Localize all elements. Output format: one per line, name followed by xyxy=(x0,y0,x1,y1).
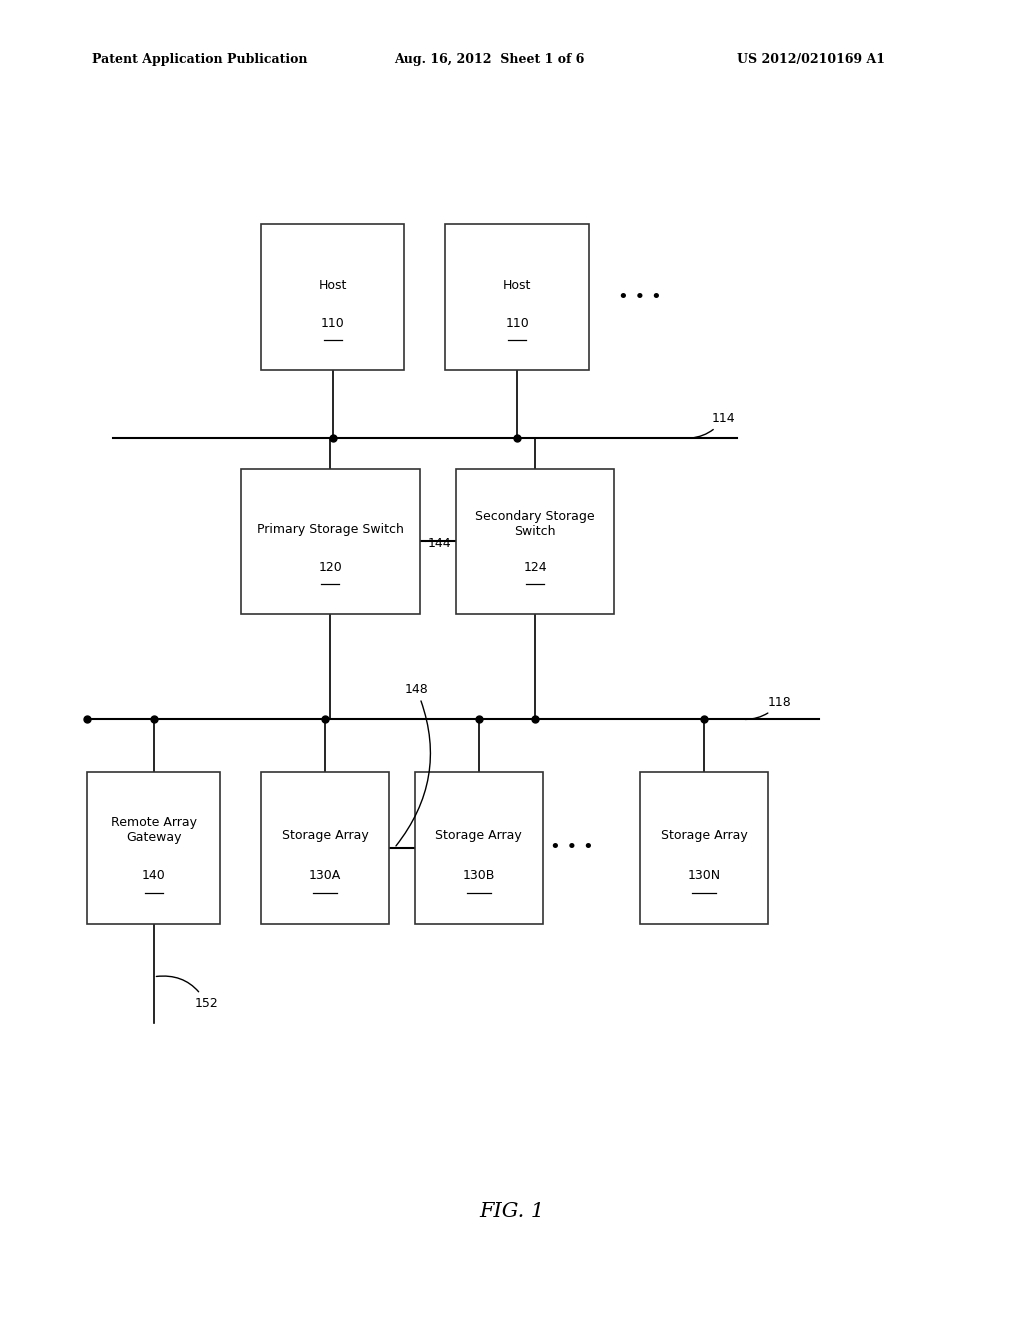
Text: Aug. 16, 2012  Sheet 1 of 6: Aug. 16, 2012 Sheet 1 of 6 xyxy=(394,53,585,66)
Text: 140: 140 xyxy=(141,869,166,882)
Text: • • •: • • • xyxy=(618,288,662,306)
Text: 130N: 130N xyxy=(687,869,721,882)
Text: Storage Array: Storage Array xyxy=(435,829,522,842)
Text: Storage Array: Storage Array xyxy=(660,829,748,842)
Bar xyxy=(87,772,220,924)
Text: 110: 110 xyxy=(321,317,345,330)
Text: Storage Array: Storage Array xyxy=(282,829,369,842)
Text: 152: 152 xyxy=(157,975,218,1010)
Bar xyxy=(456,469,614,614)
Text: 130B: 130B xyxy=(463,869,495,882)
Text: Host: Host xyxy=(318,279,347,292)
Text: 148: 148 xyxy=(396,682,430,846)
Text: Remote Array
Gateway: Remote Array Gateway xyxy=(111,816,197,843)
Text: 120: 120 xyxy=(318,561,342,574)
Text: Patent Application Publication: Patent Application Publication xyxy=(92,53,307,66)
Bar xyxy=(241,469,420,614)
Bar xyxy=(445,224,589,370)
Bar xyxy=(261,224,404,370)
Text: Host: Host xyxy=(503,279,531,292)
Text: FIG. 1: FIG. 1 xyxy=(479,1203,545,1221)
Text: US 2012/0210169 A1: US 2012/0210169 A1 xyxy=(737,53,886,66)
Text: 124: 124 xyxy=(523,561,547,574)
Text: 144: 144 xyxy=(425,537,452,550)
Text: Secondary Storage
Switch: Secondary Storage Switch xyxy=(475,510,595,537)
Text: • • •: • • • xyxy=(550,838,593,857)
Text: Primary Storage Switch: Primary Storage Switch xyxy=(257,523,403,536)
Text: 110: 110 xyxy=(505,317,529,330)
Bar xyxy=(640,772,768,924)
Bar xyxy=(415,772,543,924)
Text: 130A: 130A xyxy=(309,869,341,882)
Text: 118: 118 xyxy=(745,696,792,719)
Bar xyxy=(261,772,389,924)
Text: 114: 114 xyxy=(691,412,735,438)
